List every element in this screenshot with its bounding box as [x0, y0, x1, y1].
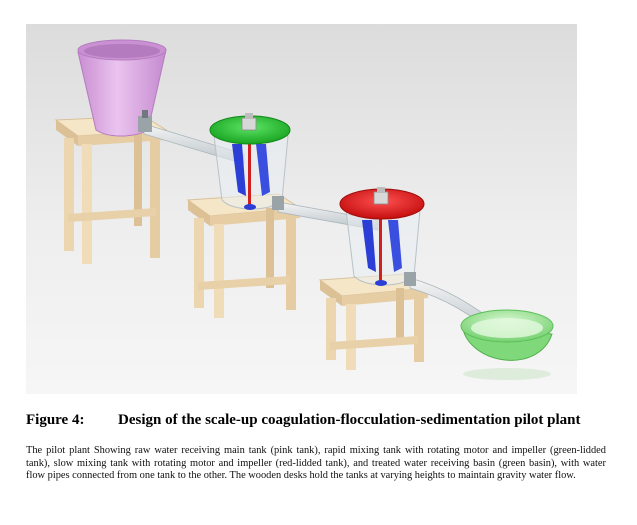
- slow-mixing-tank: [339, 187, 425, 286]
- rapid-mixing-tank: [209, 113, 291, 210]
- figure-caption: The pilot plant Showing raw water receiv…: [26, 445, 606, 482]
- figure-label: Figure 4:: [26, 412, 85, 428]
- wooden-desk-3: [318, 273, 430, 370]
- figure-title: Design of the scale-up coagulation-flocc…: [118, 412, 581, 428]
- pilot-plant-illustration: [26, 24, 577, 394]
- treated-water-basin: [460, 309, 554, 380]
